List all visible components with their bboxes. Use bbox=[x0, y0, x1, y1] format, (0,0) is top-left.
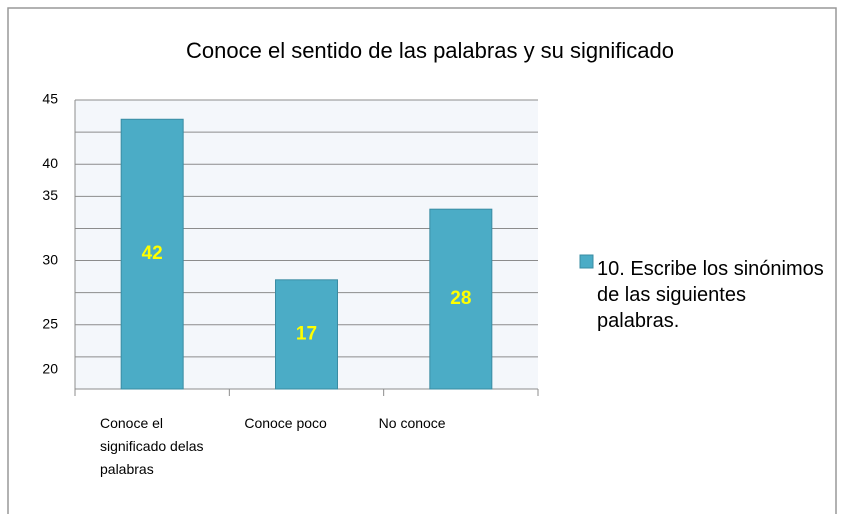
bar bbox=[275, 279, 338, 390]
legend-label: 10. Escribe los sinónimos de las siguien… bbox=[597, 258, 824, 332]
chart-title: Conoce el sentido de las palabras y su s… bbox=[186, 38, 674, 63]
frame bbox=[7, 7, 837, 514]
bar bbox=[120, 118, 184, 390]
y-tick-label: 30 bbox=[42, 251, 58, 267]
legend-swatch bbox=[579, 254, 594, 269]
y-tick-label: 20 bbox=[42, 360, 58, 376]
y-tick-label: 40 bbox=[42, 155, 58, 171]
y-tick-label: 25 bbox=[42, 315, 58, 331]
x-tick-label: Conoce poco bbox=[244, 415, 327, 431]
x-tick-label: Conoce el significado delas palabras bbox=[100, 415, 204, 477]
y-tick-label: 35 bbox=[42, 187, 58, 203]
value-label: 42 bbox=[142, 243, 163, 264]
value-label: 17 bbox=[296, 323, 317, 344]
y-tick-label: 45 bbox=[42, 91, 58, 107]
x-tick-label: No conoce bbox=[378, 415, 446, 431]
bar bbox=[429, 208, 493, 390]
value-label: 28 bbox=[450, 288, 471, 309]
